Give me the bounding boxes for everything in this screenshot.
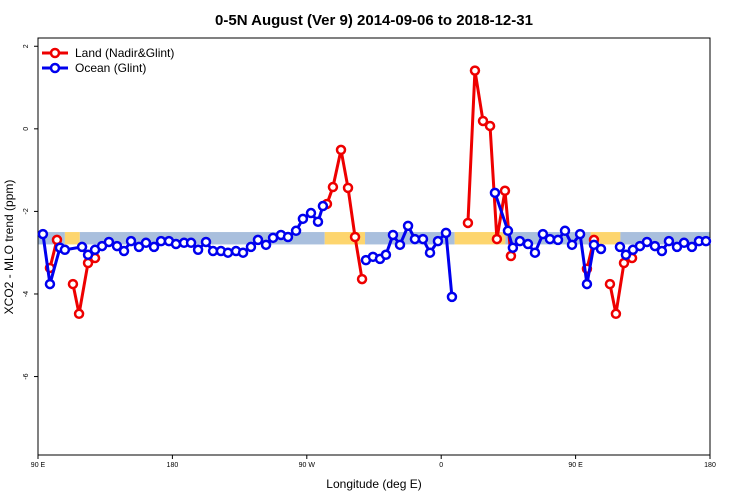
data-point — [491, 233, 503, 245]
data-point — [402, 220, 414, 232]
data-point — [440, 227, 452, 239]
data-point — [656, 245, 668, 257]
data-point — [125, 235, 137, 247]
data-point — [432, 235, 444, 247]
data-point — [73, 308, 85, 320]
data-point — [252, 234, 264, 246]
data-point — [335, 144, 347, 156]
data-point — [356, 273, 368, 285]
data-point — [537, 228, 549, 240]
data-point — [76, 241, 88, 253]
y-axis-label: XCO2 - MLO trend (ppm) — [2, 180, 16, 315]
data-point — [544, 233, 556, 245]
data-point — [678, 237, 690, 249]
data-point — [222, 247, 234, 258]
data-point — [686, 241, 698, 253]
data-point — [297, 213, 309, 225]
data-point — [446, 291, 458, 303]
x-tick-label: 180 — [167, 462, 179, 469]
y-tick-label: -2 — [23, 208, 30, 214]
x-tick-label: 90 W — [299, 462, 316, 469]
data-point — [118, 245, 130, 257]
data-point — [59, 244, 71, 256]
data-point — [489, 187, 501, 199]
data-point — [237, 247, 249, 258]
data-point — [312, 216, 324, 227]
data-point — [67, 278, 79, 290]
data-point — [349, 231, 361, 243]
data-point — [327, 181, 339, 193]
x-tick-label: 90 E — [568, 462, 583, 469]
y-tick-label: -4 — [23, 291, 30, 297]
data-point — [111, 240, 123, 252]
x-axis-label: Longitude (deg E) — [326, 477, 421, 491]
data-point — [44, 278, 56, 290]
x-tick-label: 180 — [704, 462, 716, 469]
y-tick-label: 0 — [23, 127, 30, 131]
legend-label: Ocean (Glint) — [75, 61, 146, 75]
data-point — [394, 239, 406, 251]
y-tick-label: 2 — [23, 44, 30, 48]
data-point — [469, 65, 481, 76]
data-point — [185, 237, 197, 249]
data-point — [514, 235, 526, 247]
data-point — [507, 242, 519, 253]
data-point — [170, 238, 182, 250]
data-point — [700, 235, 712, 247]
data-point — [610, 308, 622, 320]
x-tick-label: 90 E — [31, 462, 46, 469]
data-point — [499, 185, 511, 197]
data-point — [522, 238, 534, 250]
data-point — [282, 231, 294, 243]
data-point — [148, 241, 160, 253]
data-point — [484, 120, 496, 132]
data-point — [82, 249, 94, 261]
series-line — [48, 70, 633, 315]
data-point — [618, 257, 630, 269]
data-point — [103, 236, 115, 248]
data-point — [641, 236, 653, 248]
legend-label: Land (Nadir&Glint) — [75, 46, 174, 60]
data-point — [620, 249, 632, 261]
data-point — [317, 200, 329, 212]
data-point — [409, 233, 421, 245]
data-point — [502, 225, 514, 237]
data-point — [417, 233, 429, 245]
legend-marker — [49, 62, 61, 74]
data-point — [387, 229, 399, 241]
data-point — [140, 237, 152, 249]
data-point — [559, 225, 571, 237]
data-point — [529, 247, 541, 258]
data-point — [290, 225, 302, 237]
data-point — [649, 240, 661, 252]
data-point — [462, 217, 474, 229]
data-point — [574, 228, 586, 240]
data-point — [663, 235, 675, 247]
y-tick-label: -6 — [23, 373, 30, 379]
data-point — [604, 278, 616, 290]
data-point — [566, 239, 578, 251]
chart-title: 0-5N August (Ver 9) 2014-09-06 to 2018-1… — [215, 12, 533, 29]
data-point — [342, 182, 354, 194]
data-point — [192, 244, 204, 256]
data-point — [595, 243, 607, 255]
data-point — [380, 249, 392, 261]
data-point — [424, 247, 436, 258]
band-segment — [64, 232, 80, 245]
data-point — [200, 236, 212, 248]
data-point — [581, 278, 593, 290]
data-point — [505, 250, 517, 262]
data-point — [305, 207, 317, 219]
legend-marker — [49, 47, 61, 59]
data-point — [37, 228, 49, 240]
data-point — [614, 241, 626, 253]
data-point — [260, 239, 272, 251]
data-point — [245, 241, 257, 253]
data-point — [552, 234, 564, 246]
data-point — [477, 115, 489, 127]
x-tick-label: 0 — [439, 462, 443, 469]
plot-frame — [37, 37, 711, 456]
